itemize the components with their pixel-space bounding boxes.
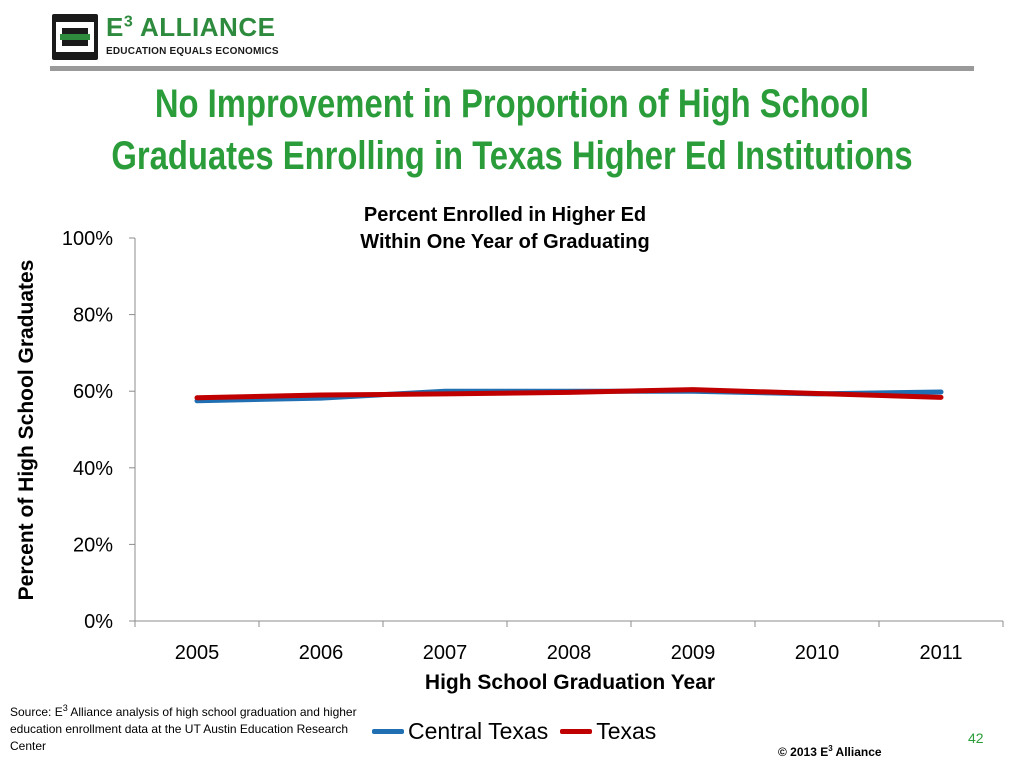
slide-title: No Improvement in Proportion of High Sch… <box>109 78 916 182</box>
x-tick-label: 2008 <box>547 642 592 664</box>
slide-title-line1: No Improvement in Proportion of High Sch… <box>154 82 870 126</box>
logo-wordmark: E3 ALLIANCE <box>106 12 276 42</box>
x-tick-label: 2006 <box>299 642 344 664</box>
x-tick-label: 2010 <box>795 642 840 664</box>
e3-alliance-logo: E3 ALLIANCE EDUCATION EQUALS ECONOMICS <box>52 12 279 64</box>
y-tick-label: 20% <box>73 534 113 556</box>
y-tick-label: 40% <box>73 458 113 480</box>
x-tick-label: 2011 <box>919 642 962 664</box>
series-line-texas <box>194 387 944 401</box>
y-tick-label: 60% <box>73 381 113 403</box>
legend-item-texas: Texas <box>560 718 656 745</box>
x-tick-label: 2009 <box>671 642 716 664</box>
header-divider <box>50 66 974 71</box>
legend-swatch-texas <box>560 729 593 734</box>
y-axis-label: Percent of High School Graduates <box>15 259 38 601</box>
page-number: 42 <box>968 730 984 746</box>
y-tick-label: 100% <box>62 228 113 250</box>
source-note: Source: E3 Alliance analysis of high sch… <box>10 703 357 754</box>
x-tick-label: 2007 <box>423 642 468 664</box>
copyright-note: © 2013 E3 Alliance <box>778 744 882 760</box>
slide-title-line2: Graduates Enrolling in Texas Higher Ed I… <box>111 134 913 178</box>
chart-legend: Central Texas Texas <box>372 718 668 745</box>
legend-swatch-central-texas <box>372 729 404 734</box>
chart-title: Percent Enrolled in Higher Ed Within One… <box>280 202 730 256</box>
y-tick-label: 0% <box>84 611 113 633</box>
legend-label-central-texas: Central Texas <box>408 718 549 744</box>
e3-logo-mark-icon <box>52 14 98 60</box>
legend-label-texas: Texas <box>596 718 657 744</box>
chart-title-line1: Percent Enrolled in Higher Ed <box>363 204 647 226</box>
x-tick-label: 2005 <box>175 642 220 664</box>
y-tick-label: 80% <box>73 305 113 327</box>
x-axis-label: High School Graduation Year <box>424 671 716 694</box>
chart-title-line2: Within One Year of Graduating <box>360 231 650 253</box>
logo-tagline: EDUCATION EQUALS ECONOMICS <box>106 46 279 57</box>
legend-item-central-texas: Central Texas <box>372 718 548 745</box>
